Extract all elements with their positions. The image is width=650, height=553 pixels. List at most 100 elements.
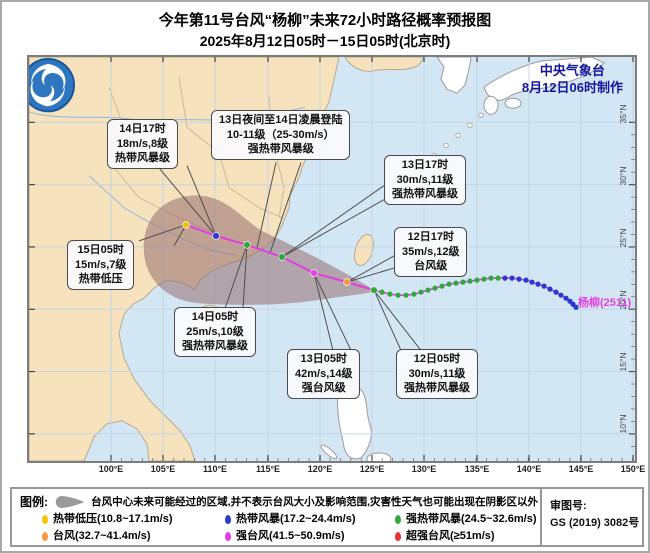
forecast-point xyxy=(278,253,286,261)
forecast-point xyxy=(212,232,220,240)
intensity-dot-icon xyxy=(225,515,231,524)
forecast-point xyxy=(343,278,351,286)
history-point xyxy=(488,275,494,281)
intensity-dot-icon xyxy=(42,532,48,541)
intensity-dot-icon xyxy=(225,532,231,541)
legend-item: 强热带风暴(24.5~32.6m/s) xyxy=(395,511,538,528)
history-point xyxy=(573,304,579,310)
history-point xyxy=(467,278,473,284)
callout-landfall: 13日夜间至14日凌晨登陆 10-11级（25-30m/s） 强热带风暴级 xyxy=(211,110,351,160)
lon-label: 115°E xyxy=(255,464,281,474)
legend-item: 热带低压(10.8~17.1m/s) xyxy=(42,511,225,528)
legend-item: 强台风(41.5~50.9m/s) xyxy=(225,528,395,545)
callout-12d17h: 12日17时 35m/s,12级 台风级 xyxy=(394,227,468,277)
legend-item: 台风(32.7~41.4m/s) xyxy=(42,528,225,545)
callout-13d05h: 13日05时 42m/s,14级 强台风级 xyxy=(287,349,361,399)
history-point xyxy=(547,286,553,292)
history-point xyxy=(446,281,452,287)
history-point xyxy=(425,287,431,293)
palawan-island xyxy=(320,444,338,460)
lat-label: 25°N xyxy=(618,228,628,248)
korea-peninsula xyxy=(436,57,472,94)
history-point xyxy=(516,276,522,282)
forecast-map: 中央气象台 8月12日06时制作 14日17时 18m/s,8级 热带风暴级 13日… xyxy=(27,55,637,463)
lon-label: 140°E xyxy=(516,464,542,474)
forecast-point xyxy=(310,269,318,277)
page-title: 今年第11号台风“杨柳”未来72小时路径概率预报图 xyxy=(158,12,492,29)
history-point xyxy=(387,291,393,297)
longitude-axis: 100°E 105°E 110°E 115°E 120°E 125°E 130°E 135°E… xyxy=(27,464,646,479)
history-point xyxy=(553,289,559,295)
legend-title: 图例: xyxy=(20,495,48,509)
callout-13d17h: 13日17时 30m/s,11级 强热带风暴级 xyxy=(384,155,466,205)
page-subtitle: 2025年8月12日05时－15日05时(北京时) xyxy=(199,33,451,49)
history-point xyxy=(474,277,480,283)
japan-shikoku xyxy=(504,97,522,109)
intensity-dot-icon xyxy=(395,515,401,524)
history-point xyxy=(495,275,501,281)
storm-name-label: 杨柳(2511) xyxy=(578,297,632,309)
cma-logo-icon xyxy=(29,58,75,113)
lon-label: 120°E xyxy=(307,464,333,474)
history-track-line xyxy=(373,277,577,308)
history-point xyxy=(535,281,541,287)
history-point xyxy=(453,280,459,286)
legend-cone-row: 图例: 台风中心未来可能经过的区域,并不表示台风大小及影响范围,灾害性天气也可能… xyxy=(20,493,538,510)
japan-kyushu xyxy=(483,95,499,115)
issue-time: 8月12日06时制作 xyxy=(521,80,623,95)
cone-icon xyxy=(55,495,85,508)
history-point xyxy=(418,289,424,295)
history-point xyxy=(403,292,409,298)
license-label: 审图号: xyxy=(550,500,587,512)
callout-15d05h: 15日05时 15m/s,7级 热带低压 xyxy=(67,240,135,290)
callout-leader-lines xyxy=(138,162,422,351)
history-point xyxy=(432,285,438,291)
legend-box: 图例: 台风中心未来可能经过的区域,并不表示台风大小及影响范围,灾害性天气也可能… xyxy=(10,487,644,547)
history-point xyxy=(523,277,529,283)
callout-14d05h: 14日05时 25m/s,10级 强热带风暴级 xyxy=(174,307,256,357)
lon-label: 150°E xyxy=(620,464,646,474)
agency-credit: 中央气象台 8月12日06时制作 xyxy=(522,62,623,96)
history-point xyxy=(541,283,547,289)
history-point xyxy=(395,292,401,298)
lon-label: 145°E xyxy=(568,464,594,474)
lon-label: 100°E xyxy=(98,464,124,474)
license-number: GS (2019) 3082号 xyxy=(550,517,640,529)
callout-14d17h: 14日17时 18m/s,8级 热带风暴级 xyxy=(107,119,178,169)
history-point xyxy=(529,279,535,285)
luzon-island xyxy=(337,385,372,460)
lat-label: 15°N xyxy=(618,352,628,372)
lat-label: 30°N xyxy=(618,166,628,186)
mindanao-island xyxy=(366,452,392,461)
lon-label: 135°E xyxy=(464,464,490,474)
japan-honshu xyxy=(483,57,605,101)
legend-content: 图例: 台风中心未来可能经过的区域,并不表示台风大小及影响范围,灾害性天气也可能… xyxy=(12,489,540,545)
legend-items: 热带低压(10.8~17.1m/s) 热带风暴(17.2~24.4m/s) 强热带风… xyxy=(42,511,538,545)
track-layer xyxy=(182,221,579,310)
legend-cone-text: 台风中心未来可能经过的区域,并不表示台风大小及影响范围,灾害性天气也可能出现在阴… xyxy=(91,496,538,508)
legend-item: 超强台风(≥51m/s) xyxy=(395,528,538,545)
history-point xyxy=(502,275,508,281)
callout-12d05h: 12日05时 30m/s,11级 强热带风暴级 xyxy=(396,349,478,399)
shandong-peninsula xyxy=(344,57,425,72)
history-point xyxy=(411,291,417,297)
history-point xyxy=(481,276,487,282)
lon-label: 110°E xyxy=(202,464,228,474)
forecast-point xyxy=(243,241,251,249)
lat-label: 10°N xyxy=(618,414,628,434)
history-point xyxy=(563,295,569,301)
history-point xyxy=(379,289,385,295)
lon-label: 105°E xyxy=(150,464,176,474)
history-point xyxy=(558,292,564,298)
history-point xyxy=(509,275,515,281)
intensity-dot-icon xyxy=(42,515,48,524)
forecast-point xyxy=(182,221,190,229)
agency-name: 中央气象台 xyxy=(539,63,605,78)
history-point xyxy=(460,279,466,285)
taiwan-island xyxy=(354,233,374,266)
intensity-dot-icon xyxy=(395,532,401,541)
map-license: 审图号: GS (2019) 3082号 xyxy=(540,489,642,545)
forecast-point xyxy=(370,286,378,294)
history-point xyxy=(439,283,445,289)
